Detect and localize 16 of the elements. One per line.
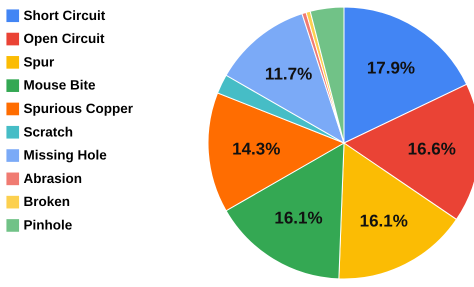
legend-label: Broken [24, 194, 70, 210]
data-label: 16.6% [408, 140, 456, 159]
legend-label: Missing Hole [24, 148, 108, 163]
data-label: 16.1% [360, 212, 408, 231]
data-label: 16.1% [274, 208, 323, 228]
legend-label: Mouse Bite [24, 78, 96, 93]
data-label: 14.3% [232, 139, 280, 158]
legend-label: Abrasion [24, 170, 82, 186]
data-label: 11.7% [264, 64, 312, 84]
legend-label: Spur [24, 54, 55, 70]
data-label: 17.9% [366, 58, 416, 78]
legend-label: Pinhole [24, 217, 73, 232]
legend-label: Short Circuit [24, 8, 106, 23]
legend-label: Open Circuit [24, 31, 106, 46]
legend-label: Spurious Copper [24, 100, 134, 116]
legend-label: Scratch [24, 124, 74, 140]
